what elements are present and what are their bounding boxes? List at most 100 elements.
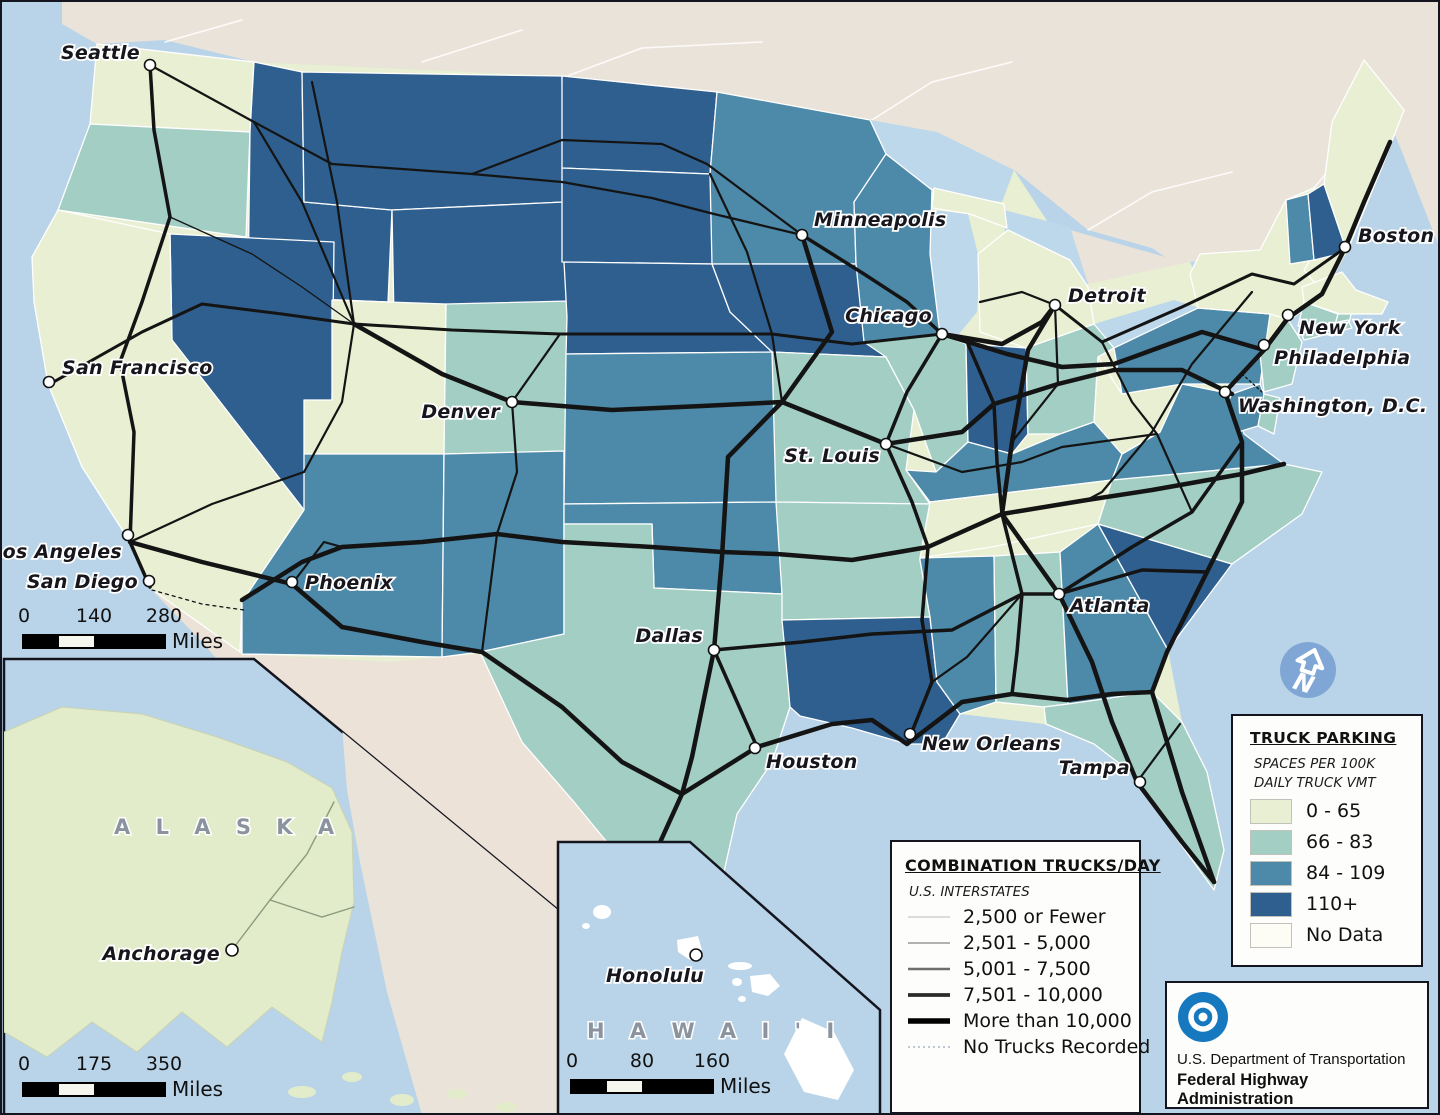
combination-trucks-legend-subtitle: U.S. INTERSTATES [909, 884, 1030, 900]
interstate-40 [239, 461, 1287, 603]
line-sample [908, 992, 950, 997]
legend-row: No Trucks Recorded [905, 1036, 1150, 1058]
city-dot [225, 943, 239, 957]
interstate-4 [1135, 722, 1182, 784]
city-label: Philadelphia [1274, 347, 1410, 369]
canada-road [561, 41, 763, 79]
interstate-90-east [1100, 246, 1347, 344]
city-dot [142, 574, 156, 588]
city-dot [1133, 775, 1147, 789]
city-dot [689, 948, 703, 962]
state-KS [563, 351, 779, 505]
interstate-5 [118, 63, 172, 589]
lake-michigan [930, 210, 980, 340]
canada-road [1087, 171, 1233, 231]
alaska-island [288, 1086, 316, 1098]
city-dot [903, 727, 917, 741]
interstate-35 [639, 232, 835, 885]
scalebar-alaska: 0 175 350 Miles [4, 1053, 234, 1101]
interstate-59 [930, 592, 1024, 684]
state-NM [441, 450, 565, 658]
tick: 80 [629, 1050, 655, 1072]
subtitle-line-1: SPACES PER 100K [1254, 756, 1376, 772]
class-label: No Data [1306, 924, 1384, 947]
interstate-64 [884, 432, 1159, 474]
city-label: Minneapolis [814, 209, 946, 231]
interstate-77 [1100, 340, 1194, 514]
class-label: 5,001 - 7,500 [963, 957, 1091, 980]
interstate-75 [999, 302, 1217, 885]
legend-row: 2,501 - 5,000 [905, 932, 1133, 954]
interstate-75-north [1053, 303, 1104, 344]
hawaii-inset: H A W A I ' I [582, 905, 854, 1100]
line-sample [908, 1018, 950, 1024]
city-label: Los Angeles [2, 541, 122, 563]
alaska-road [269, 899, 355, 918]
interstate-65 [966, 342, 1024, 696]
city-dot [1052, 587, 1066, 601]
class-label: 110+ [1306, 893, 1359, 916]
combination-trucks-legend-title: COMBINATION TRUCKS/DAY [905, 856, 1161, 875]
interstate-55 [884, 332, 944, 746]
tick: 140 [75, 605, 113, 627]
combination-trucks-legend: COMBINATION TRUCKS/DAY U.S. INTERSTATES … [890, 840, 1161, 1113]
island-molokai [728, 962, 752, 970]
island-hawaii [784, 1018, 854, 1100]
class-swatch-0-65 [1250, 798, 1292, 824]
class-swatch-110plus [1250, 891, 1292, 917]
class-swatch-66-83 [1250, 829, 1292, 855]
class-label: More than 10,000 [963, 1009, 1132, 1032]
city-chicago: Chicago [843, 303, 949, 341]
class-label: 0 - 65 [1306, 800, 1362, 823]
usdot-triskelion-icon [1178, 992, 1228, 1042]
canada-landmass [62, 2, 1438, 274]
interstate-71 [1010, 303, 1060, 444]
city-label: Phoenix [305, 572, 393, 594]
city-dot [795, 228, 809, 242]
line-sample [908, 916, 950, 918]
class-label: 66 - 83 [1306, 831, 1374, 854]
line-sample [908, 941, 950, 944]
scalebar-ticks: 0 140 280 [4, 605, 234, 629]
legend-row: No Data [1250, 922, 1413, 948]
tick: 0 [17, 605, 31, 627]
fhwa-name: Federal Highway Administration [1177, 1071, 1309, 1108]
city-washington-dc: Washington, D.C. [1218, 385, 1429, 419]
legend-row: More than 10,000 [905, 1010, 1133, 1032]
canada-road [871, 61, 1013, 121]
island-kahoolawe [738, 996, 746, 1002]
city-label: New Orleans [922, 733, 1061, 755]
city-san-francisco: San Francisco [42, 355, 214, 389]
city-dot [505, 395, 519, 409]
city-dot [42, 375, 56, 389]
north-arrow-icon [1295, 648, 1325, 676]
city-san-diego: San Diego [25, 569, 156, 595]
city-denver: Denver [420, 395, 519, 425]
legend-row: 2,500 or Fewer [905, 906, 1133, 928]
state-DE [1257, 393, 1281, 435]
city-dot [935, 327, 949, 341]
scalebar-unit: Miles [172, 1077, 224, 1101]
city-markers: Seattle San Francisco Los Angeles San Di… [2, 40, 1436, 989]
legend-row: 84 - 109 [1250, 860, 1413, 886]
scalebar-bar [22, 633, 166, 649]
city-los-angeles: Los Angeles [2, 528, 135, 565]
city-dot [707, 643, 721, 657]
city-label: Detroit [1068, 285, 1146, 307]
city-philadelphia: Philadelphia [1257, 338, 1412, 371]
island-niihau [582, 923, 590, 929]
highway-thin [169, 216, 355, 325]
class-swatch-84-109 [1250, 860, 1292, 886]
city-dot [1338, 240, 1352, 254]
state-long-island [1299, 319, 1353, 341]
city-label: Boston [1358, 225, 1434, 247]
city-dot [285, 575, 299, 589]
class-label: 2,501 - 5,000 [963, 931, 1091, 954]
city-label: Seattle [61, 42, 140, 64]
truck-parking-legend-title: TRUCK PARKING [1250, 729, 1397, 747]
canada-road [421, 29, 523, 63]
city-boston: Boston [1338, 223, 1436, 254]
class-label: 84 - 109 [1306, 862, 1386, 885]
interstate-81 [1085, 290, 1254, 502]
